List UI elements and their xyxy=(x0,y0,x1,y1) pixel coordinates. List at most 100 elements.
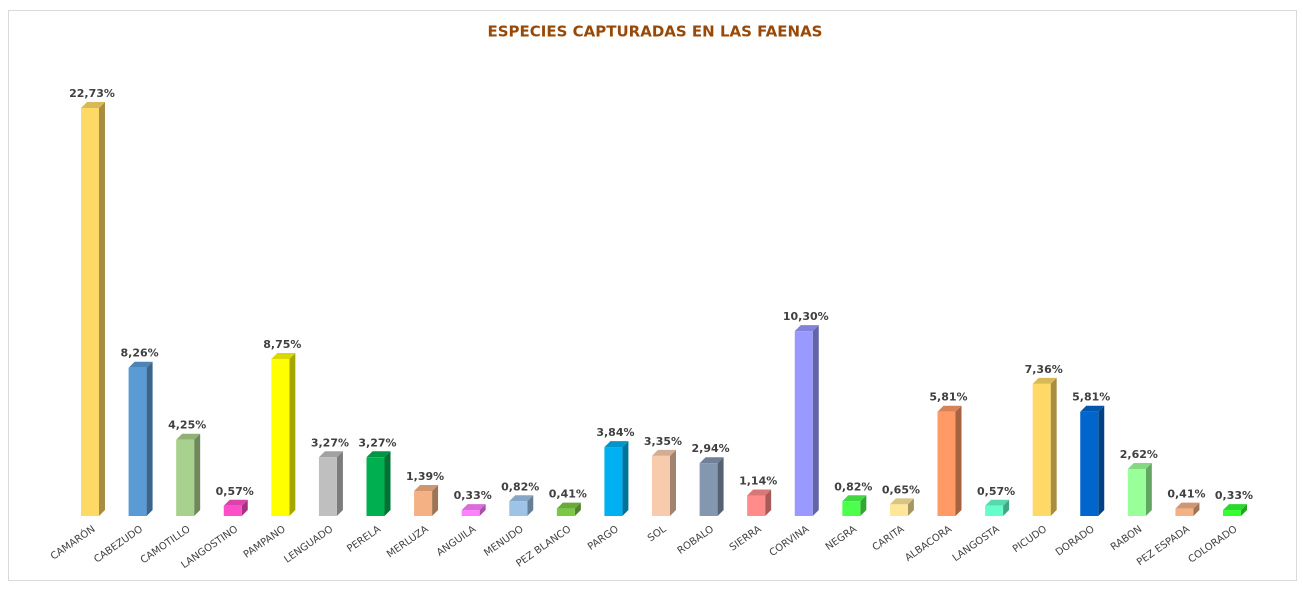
bar-side xyxy=(194,433,201,516)
bar xyxy=(937,411,956,516)
bar-top xyxy=(652,449,676,456)
bar xyxy=(414,491,433,516)
value-label: 10,30% xyxy=(783,310,829,323)
bar-side xyxy=(574,502,581,516)
bar-top xyxy=(271,352,296,359)
bar xyxy=(366,457,385,516)
bar-side xyxy=(765,489,772,516)
bar xyxy=(842,501,861,516)
value-label: 7,36% xyxy=(1025,363,1063,376)
value-label: 0,33% xyxy=(454,489,492,502)
bar-side xyxy=(1098,405,1105,516)
value-label: 22,73% xyxy=(69,87,115,100)
bar xyxy=(81,108,99,516)
value-label: 2,62% xyxy=(1120,448,1158,461)
bar-top xyxy=(604,441,629,448)
bar-side xyxy=(146,361,153,516)
bar-side xyxy=(1050,377,1057,516)
bar-side xyxy=(717,457,724,516)
value-label: 0,33% xyxy=(1215,489,1253,502)
bar-side xyxy=(622,441,629,516)
bar-side xyxy=(1145,462,1152,516)
bar-top xyxy=(461,504,486,511)
value-label: 8,75% xyxy=(263,338,301,351)
bar xyxy=(509,501,528,516)
bar xyxy=(985,505,1004,516)
bar-side xyxy=(907,498,914,516)
value-label: 2,94% xyxy=(691,442,729,455)
value-label: 4,25% xyxy=(168,419,206,432)
bar xyxy=(1223,510,1241,516)
bar-top xyxy=(318,451,343,458)
bar-top xyxy=(128,361,153,368)
value-label: 0,41% xyxy=(1167,488,1205,501)
value-label: 3,27% xyxy=(358,436,396,449)
bar-top xyxy=(747,489,772,496)
value-label: 8,26% xyxy=(120,347,158,360)
bar xyxy=(652,455,670,516)
bar-top xyxy=(985,499,1010,506)
bar xyxy=(461,510,480,516)
bar xyxy=(128,367,147,516)
bar xyxy=(271,358,290,516)
value-label: 0,82% xyxy=(501,480,539,493)
bar-top xyxy=(1080,405,1105,412)
value-label: 0,65% xyxy=(882,483,920,496)
bar-top xyxy=(81,102,105,108)
value-label: 0,57% xyxy=(977,485,1015,498)
value-label: 1,39% xyxy=(406,470,444,483)
bar xyxy=(794,331,813,516)
value-label: 0,41% xyxy=(549,488,587,501)
bar-top xyxy=(223,499,248,506)
bar-side xyxy=(1241,504,1247,516)
value-label: 0,57% xyxy=(216,485,254,498)
bar xyxy=(1080,411,1099,516)
bar-side xyxy=(99,102,105,516)
bar-side xyxy=(1003,499,1010,516)
value-label: 5,81% xyxy=(1072,391,1110,404)
bar xyxy=(1175,508,1194,516)
value-label: 3,84% xyxy=(596,426,634,439)
bar-top xyxy=(699,457,724,464)
bar xyxy=(699,463,718,516)
chart-title: ESPECIES CAPTURADAS EN LAS FAENAS xyxy=(488,23,823,41)
bar-top xyxy=(1175,502,1200,509)
bar-top xyxy=(176,433,201,440)
bar-top xyxy=(1032,377,1057,384)
bar-side xyxy=(384,451,391,516)
bar-top xyxy=(556,502,581,509)
bar xyxy=(604,447,623,516)
bar xyxy=(176,439,195,516)
bar-top xyxy=(842,495,867,502)
bar xyxy=(889,504,908,516)
bar-side xyxy=(241,499,248,516)
bar xyxy=(556,508,575,516)
bar-side xyxy=(955,405,962,516)
bar-top xyxy=(889,498,914,505)
bar-side xyxy=(670,449,676,516)
bar-side xyxy=(527,495,534,516)
bar-top xyxy=(366,451,391,458)
bar xyxy=(318,457,337,516)
bar xyxy=(1032,383,1051,516)
bar xyxy=(747,495,766,516)
bar-side xyxy=(1193,502,1200,516)
bar-top xyxy=(794,325,819,332)
bar-side xyxy=(812,325,819,516)
bar xyxy=(1127,468,1146,516)
bar-side xyxy=(860,495,867,516)
value-label: 0,82% xyxy=(834,480,872,493)
bar-side xyxy=(432,485,439,516)
bar-top xyxy=(414,485,439,492)
bar-side xyxy=(336,451,343,516)
bar xyxy=(223,505,242,516)
value-label: 1,14% xyxy=(739,475,777,488)
bar-top xyxy=(937,405,962,412)
bar-top xyxy=(1223,504,1247,511)
bar-top xyxy=(509,495,534,502)
value-label: 3,27% xyxy=(311,436,349,449)
bar-side xyxy=(289,352,296,516)
bar-side xyxy=(479,504,486,516)
